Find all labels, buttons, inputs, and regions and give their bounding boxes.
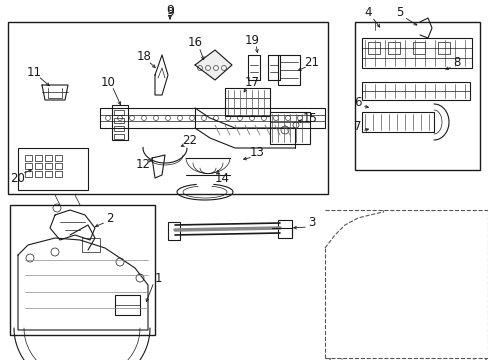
- Bar: [25, 163, 32, 169]
- Bar: [361, 82, 469, 100]
- Bar: [18, 148, 88, 190]
- Bar: [45, 155, 52, 161]
- Text: 12: 12: [135, 158, 150, 171]
- Bar: [115, 295, 140, 315]
- Bar: [387, 42, 399, 54]
- Bar: [269, 112, 309, 122]
- Text: 2: 2: [106, 211, 114, 225]
- Bar: [55, 155, 62, 161]
- Text: 8: 8: [452, 57, 460, 69]
- Bar: [10, 205, 155, 335]
- Bar: [278, 220, 291, 238]
- Bar: [114, 110, 124, 115]
- Text: 1: 1: [154, 271, 162, 284]
- Bar: [45, 163, 52, 169]
- Text: 6: 6: [353, 95, 361, 108]
- Text: 17: 17: [244, 76, 259, 89]
- Bar: [224, 88, 269, 116]
- Bar: [168, 222, 180, 240]
- Bar: [361, 38, 471, 68]
- Bar: [55, 163, 62, 169]
- Bar: [35, 163, 42, 169]
- Bar: [35, 155, 42, 161]
- Text: 11: 11: [26, 66, 41, 78]
- Bar: [100, 108, 195, 128]
- Bar: [437, 42, 449, 54]
- Text: 18: 18: [136, 50, 151, 63]
- Bar: [45, 171, 52, 177]
- Bar: [114, 126, 124, 131]
- Text: 20: 20: [11, 171, 25, 184]
- Text: 21: 21: [304, 55, 319, 68]
- Bar: [8, 22, 327, 194]
- Text: 7: 7: [353, 121, 361, 134]
- Text: 9: 9: [166, 4, 174, 17]
- Text: 22: 22: [182, 134, 197, 147]
- Text: 19: 19: [244, 33, 259, 46]
- Text: 16: 16: [187, 36, 202, 49]
- Text: 4: 4: [364, 6, 371, 19]
- Bar: [367, 42, 379, 54]
- Bar: [354, 22, 479, 170]
- Text: 10: 10: [101, 76, 115, 89]
- Text: 15: 15: [302, 112, 317, 125]
- Bar: [412, 42, 424, 54]
- Bar: [269, 112, 309, 144]
- Bar: [55, 171, 62, 177]
- Text: 13: 13: [249, 147, 264, 159]
- Bar: [35, 171, 42, 177]
- Bar: [114, 134, 124, 139]
- Bar: [25, 171, 32, 177]
- Bar: [114, 118, 124, 123]
- Bar: [224, 88, 269, 98]
- Bar: [278, 55, 299, 85]
- Bar: [82, 238, 100, 252]
- Text: 9: 9: [166, 5, 174, 18]
- Text: 3: 3: [307, 216, 315, 230]
- Polygon shape: [195, 50, 231, 80]
- Text: 5: 5: [395, 6, 403, 19]
- Bar: [112, 105, 128, 140]
- Bar: [25, 155, 32, 161]
- Text: 14: 14: [214, 171, 229, 184]
- Bar: [100, 108, 325, 128]
- Bar: [361, 112, 433, 132]
